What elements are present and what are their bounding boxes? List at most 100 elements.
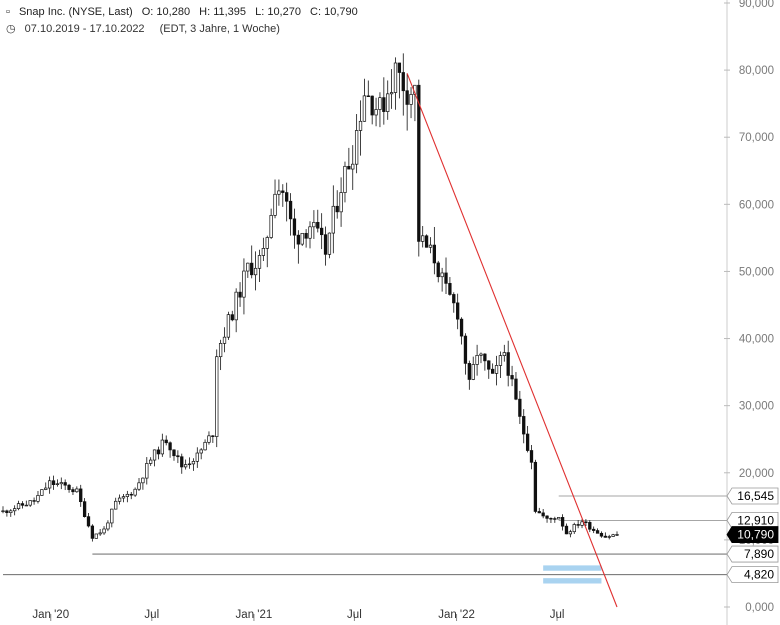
candle-body (580, 521, 584, 526)
candle-body (82, 501, 87, 517)
candle (347, 147, 351, 170)
candle (152, 449, 157, 467)
candle-body (479, 353, 483, 356)
candle-body (238, 291, 242, 298)
candle (292, 208, 297, 249)
candle (5, 509, 9, 517)
candle-body (405, 90, 409, 105)
candle (316, 209, 320, 233)
candle-body (218, 343, 223, 358)
low-value: L: 10,270 (255, 6, 301, 18)
candle-body (125, 493, 130, 497)
candle (145, 457, 149, 485)
instrument-title: Snap Inc. (NYSE, Last) (18, 6, 133, 18)
candle (444, 257, 448, 295)
candle (13, 505, 17, 516)
candle-body (9, 510, 13, 514)
candle (409, 87, 413, 119)
candle-body (55, 483, 60, 485)
candle-body (152, 449, 157, 461)
candle-body (549, 518, 553, 520)
candle-body (331, 205, 335, 234)
candle (506, 340, 510, 387)
candle-body (440, 272, 444, 278)
high-value: H: 11,395 (199, 6, 247, 18)
candle (207, 431, 211, 445)
candle-body (494, 365, 499, 374)
support-zone-band (543, 578, 602, 584)
candle-body (327, 232, 332, 255)
candle (603, 532, 607, 538)
candle-body (90, 525, 95, 539)
candle (312, 210, 316, 240)
date-range: 07.10.2019 - 17.10.2022 (24, 23, 145, 35)
candle (397, 62, 402, 99)
candle-body (226, 314, 231, 338)
candle (199, 448, 203, 460)
candle-body (409, 94, 413, 105)
candle-body (541, 512, 545, 517)
level-label-box (726, 545, 779, 563)
candle-body (277, 190, 281, 195)
candle (285, 182, 289, 222)
candle (269, 208, 273, 240)
candle-body (222, 336, 227, 344)
candle (370, 95, 374, 125)
level-label-box (726, 526, 779, 543)
candle-body (475, 354, 479, 365)
candle (47, 476, 52, 494)
candle-body (191, 460, 196, 465)
candle-body (510, 375, 514, 380)
candle (549, 517, 553, 523)
candle-body (444, 272, 448, 284)
candle-body (351, 163, 355, 170)
candle-body (40, 489, 44, 496)
candle-body (389, 92, 394, 95)
candle-body (47, 480, 52, 489)
candle-body (110, 508, 114, 524)
candle (32, 497, 36, 505)
candle-body (339, 192, 343, 213)
candle (374, 97, 378, 127)
candlestick-icon: ▫ (6, 6, 10, 18)
candle-body (117, 497, 122, 502)
level-label: 10,790 (726, 526, 779, 543)
candle-body (304, 232, 308, 239)
candle-body (234, 291, 238, 321)
candle-body (417, 84, 421, 242)
candle (222, 327, 227, 353)
candle (230, 310, 234, 322)
candle (335, 190, 339, 219)
candle-body (611, 534, 615, 537)
candle-body (506, 352, 510, 376)
candle-body (362, 95, 367, 122)
candle (448, 277, 452, 296)
candle (456, 293, 460, 330)
candle (490, 363, 495, 374)
candle (102, 526, 106, 535)
candle-body (79, 488, 83, 503)
candle-body (533, 461, 538, 512)
candle-body (557, 517, 561, 520)
candle-body (343, 165, 347, 193)
candle-body (32, 500, 36, 502)
candle (226, 311, 231, 340)
candle (117, 494, 122, 505)
level-label-text: 12,910 (737, 513, 774, 527)
candle (308, 221, 312, 249)
candle (234, 288, 238, 333)
candle (494, 355, 499, 386)
candle-body (471, 364, 475, 380)
candle (90, 524, 95, 542)
candle (257, 249, 262, 283)
candle (502, 344, 506, 362)
level-label-text: 4,820 (744, 568, 774, 582)
candle-body (525, 433, 530, 451)
candle (584, 519, 588, 526)
candle (498, 351, 503, 378)
candle-body (584, 521, 588, 523)
candle (351, 145, 355, 190)
candle (452, 292, 456, 313)
candle (71, 487, 75, 495)
